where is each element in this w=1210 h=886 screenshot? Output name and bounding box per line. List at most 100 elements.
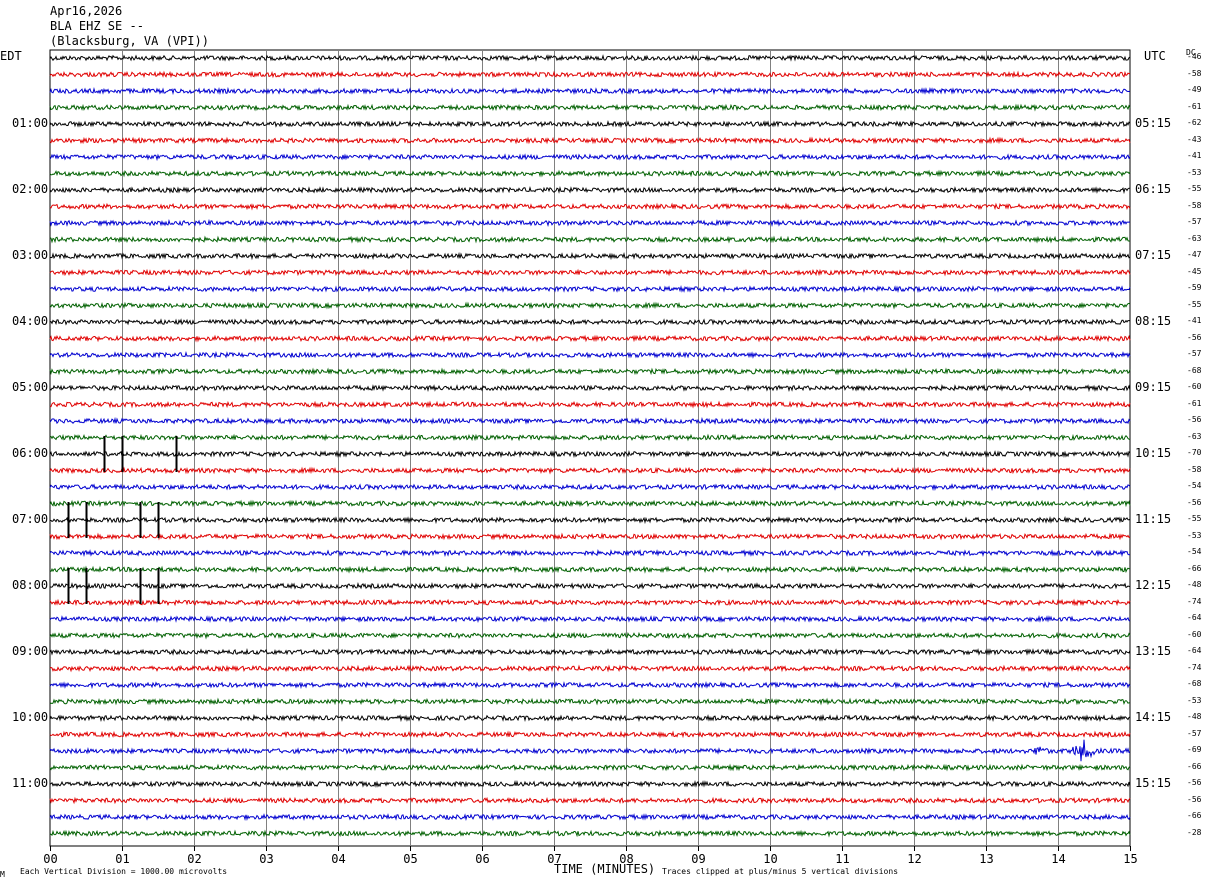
left-time-label: 10:00 [12,710,49,724]
plot-frame [49,49,1131,847]
right-time-label: 05:15 [1135,116,1172,130]
dc-offset-label: -56 [1187,415,1202,424]
trace-row-8 [49,186,1130,195]
x-tick-label-9: 09 [691,852,705,866]
dc-offset-label: -58 [1187,68,1202,78]
left-time-label: 01:00 [12,116,49,130]
right-time-label: 13:15 [1135,644,1172,658]
dc-title: DC [1186,48,1196,57]
left-time-label: 02:00 [12,182,49,196]
right-time-label: 15:15 [1135,776,1172,790]
dc-offset-label: -53 [1187,695,1202,705]
right-time-label: 09:15 [1135,380,1172,394]
dc-offset-label: -48 [1187,580,1202,589]
trace-row-24 [49,449,1131,458]
dc-offset-label: -45 [1187,266,1202,276]
trace-row-19 [49,367,1131,376]
dc-offset-label: -70 [1187,448,1202,457]
trace-row-28 [49,516,1131,525]
x-tick-label-10: 10 [763,852,777,866]
trace-row-13 [49,268,1131,277]
dc-offset-label: -68 [1187,365,1202,375]
dc-offset-label: -64 [1187,613,1202,622]
right-time-label: 08:15 [1135,314,1172,328]
dc-offset-label: -57 [1187,217,1202,226]
trace-row-14 [49,285,1131,293]
dc-offset-label: -43 [1187,134,1202,144]
left-time-label: 09:00 [12,644,49,658]
dc-offset-label: -47 [1187,250,1202,259]
x-tick-label-1: 01 [115,852,129,866]
trace-row-0 [49,53,1131,62]
trace-row-4 [49,119,1131,129]
x-tick-label-7: 07 [547,852,561,866]
trace-row-17 [49,334,1131,343]
dc-offset-label: -54 [1187,547,1202,556]
dc-offset-label: -55 [1187,184,1202,193]
corner-mark: M [0,870,5,879]
dc-offset-label: -54 [1187,481,1202,490]
right-time-label: 06:15 [1135,182,1172,196]
x-tick-label-5: 05 [403,852,417,866]
trace-row-44 [49,779,1131,789]
dc-offset-label: -58 [1187,464,1202,474]
dc-offset-label: -53 [1187,530,1202,540]
x-tick-label-4: 04 [331,852,345,866]
dc-offset-label: -56 [1187,497,1202,507]
left-time-label: 05:00 [12,380,49,394]
trace-row-42 [49,739,1131,762]
trace-row-18 [49,351,1131,360]
left-time-label: 11:00 [12,776,49,790]
trace-row-35 [49,631,1131,640]
x-tick-label-11: 11 [835,852,849,866]
trace-row-32 [49,581,1131,591]
dc-offset-label: -41 [1187,151,1202,160]
left-time-label: 07:00 [12,512,49,526]
dc-offset-label: -41 [1187,316,1202,325]
dc-offset-label: -48 [1187,712,1202,721]
x-axis-label: TIME (MINUTES) [554,862,656,876]
trace-row-33 [49,598,1131,607]
dc-offset-label: -60 [1187,382,1202,391]
trace-row-20 [49,384,1131,393]
x-tick-label-15: 15 [1123,852,1137,866]
dc-offset-label: -57 [1187,349,1202,358]
trace-row-25 [49,466,1131,475]
trace-row-23 [49,433,1131,442]
right-time-label: 10:15 [1135,446,1172,460]
trace-row-27 [49,499,1131,508]
x-tick-label-8: 08 [619,852,633,866]
trace-row-43 [49,763,1131,772]
right-axis-title: UTC [1144,49,1166,63]
x-tick-label-13: 13 [979,852,993,866]
trace-row-46 [49,813,1131,822]
x-tick-label-0: 00 [43,852,57,866]
dc-offset-label: -63 [1187,431,1202,441]
dc-offset-label: -56 [1187,794,1202,804]
dc-offset-label: -55 [1187,299,1202,309]
trace-row-36 [49,648,1131,657]
trace-row-7 [49,169,1131,178]
dc-offset-label: -59 [1187,283,1202,292]
trace-row-39 [49,697,1131,706]
left-time-label: 03:00 [12,248,49,262]
left-time-label: 06:00 [12,446,49,460]
right-time-label: 12:15 [1135,578,1172,592]
dc-offset-label: -53 [1187,167,1202,177]
clip-note: Traces clipped at plus/minus 5 vertical … [662,867,899,876]
header-date: Apr16,2026 [50,4,123,18]
x-tick-label-12: 12 [907,852,921,866]
dc-offset-label: -74 [1187,662,1202,672]
trace-row-12 [50,251,1131,261]
trace-row-1 [49,70,1131,79]
trace-row-31 [49,565,1131,574]
left-time-label: 08:00 [12,578,49,592]
x-tick-label-6: 06 [475,852,489,866]
trace-row-2 [49,86,1131,96]
x-tick-label-14: 14 [1051,852,1065,866]
trace-row-29 [49,532,1131,541]
dc-offset-label: -63 [1187,233,1202,243]
dc-offset-label: -68 [1187,679,1202,688]
dc-offset-label: -62 [1187,118,1202,127]
